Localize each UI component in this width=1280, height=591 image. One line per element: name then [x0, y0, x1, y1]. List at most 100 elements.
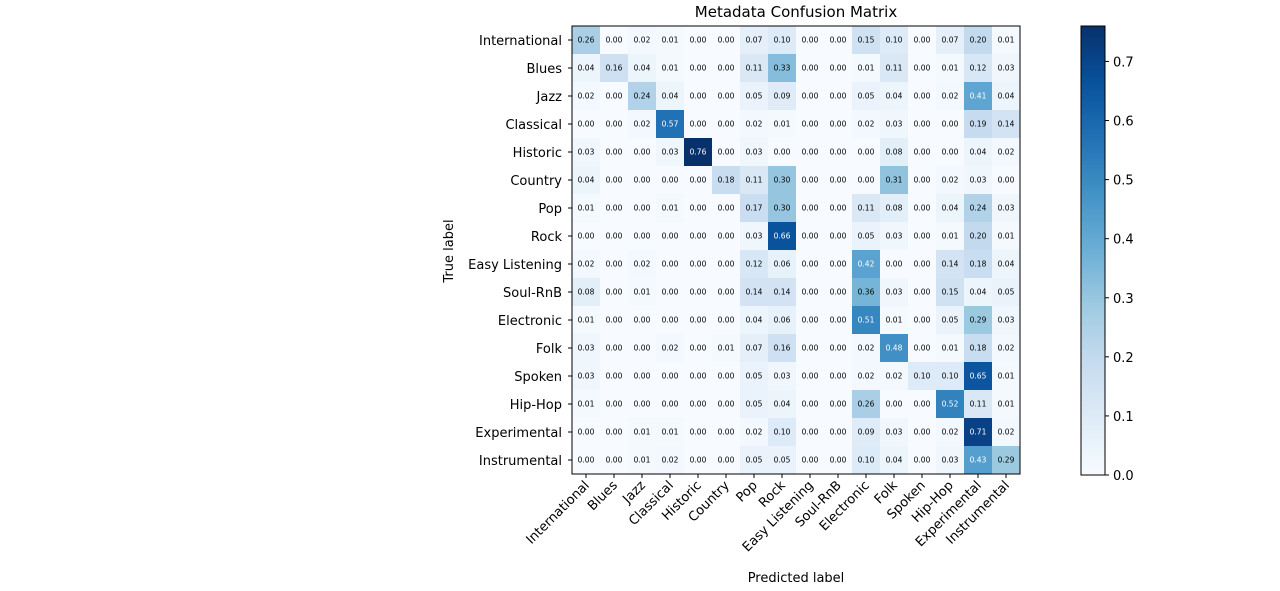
colorbar-segment — [1081, 70, 1105, 75]
heatmap-cell — [600, 446, 628, 474]
heatmap-cell — [768, 194, 796, 222]
colorbar-segment — [1081, 445, 1105, 449]
cell-value-label: 0.00 — [606, 148, 623, 157]
heatmap-cell — [880, 334, 908, 362]
heatmap-cell — [992, 306, 1020, 334]
cell-value-label: 0.06 — [774, 316, 791, 325]
heatmap-cell — [852, 418, 880, 446]
colorbar-segment — [1081, 265, 1105, 270]
cell-value-label: 0.00 — [690, 456, 707, 465]
cell-value-label: 0.01 — [662, 204, 679, 213]
cell-value-label: 0.02 — [634, 120, 651, 129]
cell-value-label: 0.00 — [802, 260, 819, 269]
y-tick-label: Jazz — [536, 90, 563, 105]
cell-value-label: 0.00 — [914, 316, 931, 325]
colorbar-segment — [1081, 226, 1105, 231]
colorbar-segment — [1081, 127, 1105, 132]
colorbar-segment — [1081, 100, 1105, 105]
heatmap-cell — [712, 446, 740, 474]
cell-value-label: 0.18 — [718, 176, 735, 185]
cell-value-label: 0.03 — [578, 372, 595, 381]
cell-value-label: 0.05 — [746, 372, 763, 381]
cell-value-label: 0.04 — [746, 316, 763, 325]
heatmap-cell — [768, 306, 796, 334]
cell-value-label: 0.00 — [914, 232, 931, 241]
cell-value-label: 0.00 — [830, 372, 847, 381]
cell-value-label: 0.00 — [718, 36, 735, 45]
heatmap-cell — [600, 110, 628, 138]
heatmap-cell — [684, 138, 712, 166]
cell-value-label: 0.05 — [942, 316, 959, 325]
chart-title: Metadata Confusion Matrix — [695, 3, 898, 21]
colorbar: 0.0 0.1 0.2 0.3 0.4 0.5 0.6 0.7 — [1080, 25, 1134, 484]
colorbar-segment — [1081, 283, 1105, 288]
heatmap-cell — [908, 194, 936, 222]
cell-value-label: 0.01 — [858, 64, 875, 73]
heatmap-cell — [880, 194, 908, 222]
colorbar-segment — [1081, 64, 1105, 69]
colorbar-segment — [1081, 208, 1105, 213]
cell-value-label: 0.00 — [606, 288, 623, 297]
heatmap-cell — [852, 362, 880, 390]
heatmap-cell — [852, 82, 880, 110]
cell-value-label: 0.03 — [970, 176, 987, 185]
cell-value-label: 0.02 — [634, 36, 651, 45]
heatmap-cell — [572, 446, 600, 474]
colorbar-segment — [1081, 205, 1105, 210]
heatmap-cell — [684, 54, 712, 82]
cell-value-label: 0.00 — [634, 204, 651, 213]
heatmap-cell — [684, 166, 712, 194]
colorbar-segment — [1081, 313, 1105, 317]
colorbar-segment — [1081, 439, 1105, 443]
heatmap-cell — [768, 54, 796, 82]
colorbar-segment — [1081, 328, 1105, 332]
colorbar-tick-label: 0.1 — [1113, 410, 1134, 425]
heatmap-cell — [936, 446, 964, 474]
colorbar-segment — [1081, 148, 1105, 153]
heatmap-cell — [992, 26, 1020, 54]
colorbar-segment — [1081, 106, 1105, 111]
cell-value-label: 0.00 — [606, 120, 623, 129]
cell-value-label: 0.71 — [970, 428, 987, 437]
heatmap-cell — [628, 26, 656, 54]
cell-value-label: 0.18 — [970, 344, 987, 353]
heatmap-cell — [740, 334, 768, 362]
heatmap-cell — [824, 194, 852, 222]
heatmap-cell — [656, 418, 684, 446]
cell-value-label: 0.43 — [970, 456, 987, 465]
cell-value-label: 0.01 — [998, 36, 1015, 45]
cell-value-label: 0.26 — [578, 36, 595, 45]
y-tick-label: Experimental — [475, 426, 562, 441]
cell-value-label: 0.01 — [662, 36, 679, 45]
cell-value-label: 0.00 — [690, 36, 707, 45]
cell-value-label: 0.00 — [634, 372, 651, 381]
cell-value-label: 0.00 — [690, 232, 707, 241]
colorbar-segment — [1081, 115, 1105, 120]
cell-value-label: 0.02 — [662, 456, 679, 465]
colorbar-segment — [1081, 436, 1105, 440]
colorbar-segment — [1081, 211, 1105, 216]
heatmap-cell — [712, 250, 740, 278]
heatmap-cell — [936, 250, 964, 278]
heatmap-cell — [600, 362, 628, 390]
colorbar-segment — [1081, 361, 1105, 365]
heatmap-cell — [880, 54, 908, 82]
colorbar-segment — [1081, 163, 1105, 168]
colorbar-segment — [1081, 82, 1105, 87]
cell-value-label: 0.00 — [914, 344, 931, 353]
colorbar-segment — [1081, 466, 1105, 470]
colorbar-tick-label: 0.5 — [1113, 174, 1134, 189]
cell-value-label: 0.02 — [858, 344, 875, 353]
colorbar-segment — [1081, 172, 1105, 177]
colorbar-tick-label: 0.6 — [1113, 115, 1134, 130]
colorbar-segment — [1081, 448, 1105, 452]
heatmap-cell — [964, 446, 992, 474]
heatmap-cell — [684, 222, 712, 250]
cell-value-label: 0.00 — [802, 400, 819, 409]
cell-value-label: 0.36 — [858, 288, 875, 297]
cell-value-label: 0.02 — [634, 260, 651, 269]
heatmap-cell — [880, 250, 908, 278]
colorbar-segment — [1081, 268, 1105, 273]
